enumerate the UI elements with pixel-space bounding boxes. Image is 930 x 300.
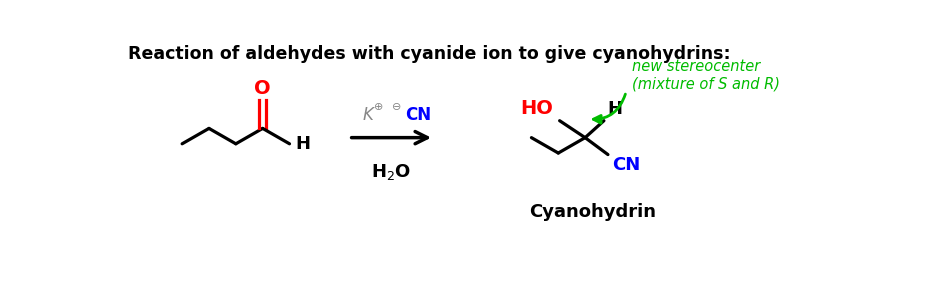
Text: O: O: [254, 79, 271, 98]
Text: H: H: [607, 100, 622, 118]
Text: ⊕: ⊕: [374, 102, 384, 112]
Text: HO: HO: [521, 99, 553, 119]
Text: K: K: [363, 106, 374, 124]
Text: CN: CN: [405, 106, 432, 124]
Text: ⊖: ⊖: [392, 102, 402, 112]
Text: Cyanohydrin: Cyanohydrin: [529, 203, 657, 221]
Text: new stereocenter: new stereocenter: [631, 59, 760, 74]
Text: CN: CN: [613, 156, 641, 174]
Text: H: H: [295, 135, 310, 153]
Text: H$_2$O: H$_2$O: [371, 162, 411, 182]
Text: (mixture of S and R): (mixture of S and R): [631, 76, 779, 91]
FancyArrowPatch shape: [593, 94, 625, 123]
Text: Reaction of aldehydes with cyanide ion to give cyanohydrins:: Reaction of aldehydes with cyanide ion t…: [127, 45, 730, 63]
